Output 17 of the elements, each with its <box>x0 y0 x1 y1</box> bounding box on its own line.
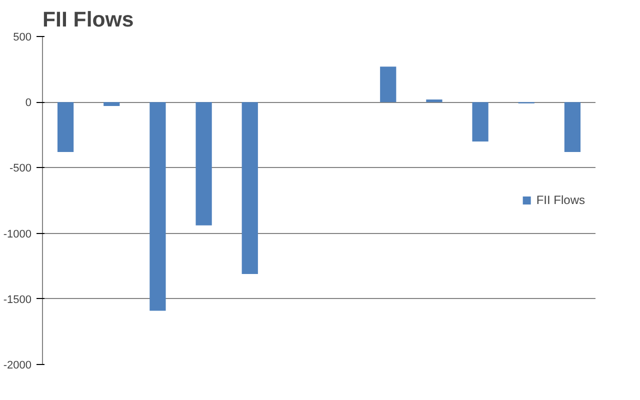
y-tick-label: 0 <box>25 97 32 110</box>
bar <box>242 102 258 274</box>
y-tick-label: 500 <box>13 32 32 44</box>
bar <box>150 102 166 311</box>
bar <box>380 66 396 102</box>
y-tick-label: -500 <box>9 162 32 175</box>
y-tick-label: -1000 <box>3 228 32 240</box>
bar <box>564 102 581 152</box>
legend-label: FII Flows <box>536 193 585 207</box>
bar <box>104 102 120 106</box>
chart-title: FII Flows <box>42 8 134 32</box>
y-tick-label: -1500 <box>3 294 32 306</box>
bar <box>57 102 74 152</box>
bar <box>196 102 212 226</box>
bar <box>472 102 488 142</box>
y-tick-label: -2000 <box>3 360 32 372</box>
bar <box>426 99 442 102</box>
